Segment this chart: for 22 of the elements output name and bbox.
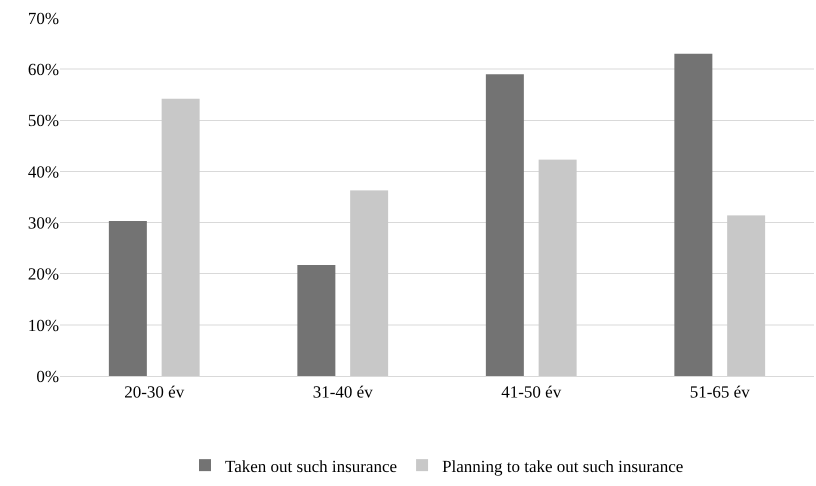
y-tick-label: 50%: [28, 111, 59, 130]
bar: [486, 74, 524, 376]
y-tick-label: 30%: [28, 214, 59, 233]
y-tick-label: 10%: [28, 316, 59, 335]
y-tick-label: 40%: [28, 162, 59, 182]
y-tick-label: 20%: [28, 264, 59, 284]
bar: [674, 54, 712, 376]
y-tick-label: 70%: [28, 8, 59, 28]
bar: [297, 265, 336, 376]
bar: [538, 160, 577, 376]
legend-label: Planning to take out such insurance: [442, 456, 684, 476]
y-tick-label: 60%: [28, 60, 59, 80]
legend-label: Taken out such insurance: [225, 456, 398, 476]
bar: [350, 190, 388, 376]
bar: [727, 215, 766, 376]
bar: [162, 98, 200, 376]
x-tick-label: 51-65 év: [690, 382, 750, 402]
y-tick-label: 0%: [36, 366, 59, 386]
x-tick-label: 41-50 év: [501, 382, 562, 402]
x-tick-label: 31-40 év: [312, 382, 374, 402]
x-tick-label: 20-30 év: [124, 382, 185, 402]
bar: [108, 221, 147, 376]
